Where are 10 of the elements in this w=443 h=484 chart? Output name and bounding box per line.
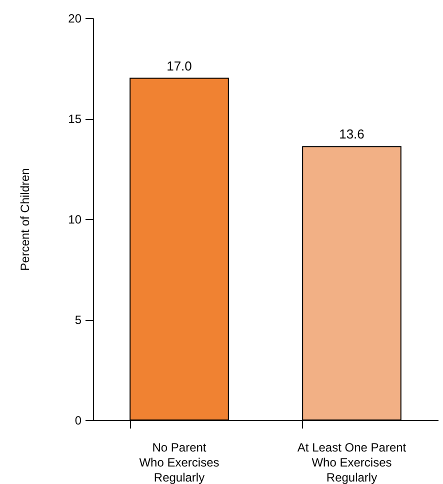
x-tick-label: No Parent Who Exercises Regularly [139,440,220,484]
y-tick-label: 10 [68,212,82,226]
y-axis-title: Percent of Children [18,168,32,271]
y-tick-label: 15 [68,112,82,126]
x-tick-label: At Least One Parent Who Exercises Regularly [297,440,407,484]
data-label: 17.0 [166,58,192,74]
y-tick-label: 20 [68,12,82,26]
y-tick-label: 0 [74,414,82,428]
data-label: 13.6 [339,126,364,142]
y-tick-label: 5 [74,313,82,327]
